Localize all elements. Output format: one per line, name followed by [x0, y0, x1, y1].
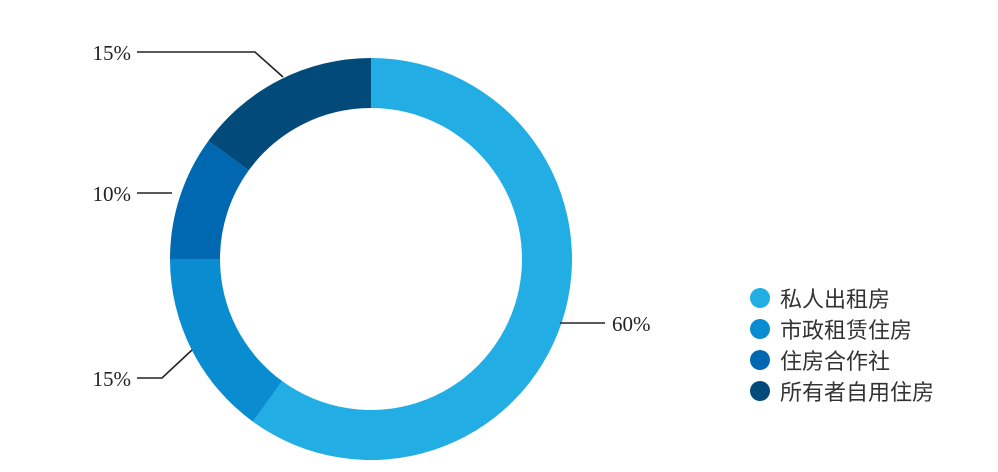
donut-segment: [208, 58, 371, 171]
legend-item: 所有者自用住房: [750, 375, 934, 406]
legend-label: 市政租赁住房: [780, 318, 913, 344]
donut-segment: [170, 259, 283, 422]
legend-swatch: [750, 287, 770, 308]
legend-item: 市政租赁住房: [750, 313, 934, 344]
leader-line: [137, 51, 284, 78]
data-label: 15%: [93, 367, 132, 391]
data-label: 60%: [612, 312, 651, 336]
legend-swatch: [750, 380, 770, 401]
legend-label: 所有者自用住房: [780, 380, 935, 406]
legend-item: 私人出租房: [750, 282, 934, 313]
leader-line: [137, 349, 193, 379]
donut-segment: [170, 140, 249, 259]
legend-item: 住房合作社: [750, 344, 934, 375]
donut-segment: [252, 58, 572, 460]
data-label: 10%: [93, 182, 132, 206]
legend-label: 私人出租房: [780, 287, 891, 313]
legend-swatch: [750, 318, 770, 339]
legend-label: 住房合作社: [780, 349, 891, 375]
data-label: 15%: [93, 41, 132, 65]
legend: 私人出租房 市政租赁住房 住房合作社 所有者自用住房: [750, 282, 934, 406]
legend-swatch: [750, 349, 770, 370]
